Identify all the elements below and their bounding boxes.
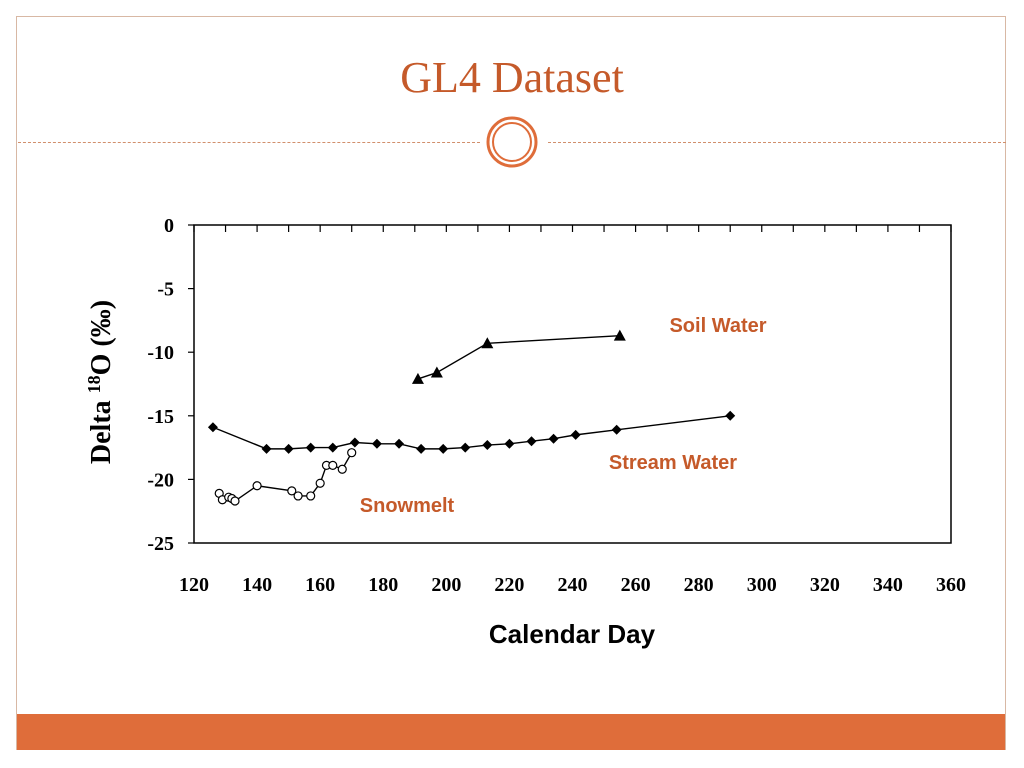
footer-bar — [17, 714, 1005, 750]
series-snowmelt — [214, 448, 357, 506]
data-point — [570, 429, 581, 440]
y-axis-label-sup: 18 — [84, 375, 104, 393]
y-axis-label-suffix: O (‰) — [86, 300, 117, 375]
data-point — [306, 491, 316, 501]
data-point — [305, 442, 316, 453]
x-axis-label: Calendar Day — [489, 619, 656, 649]
data-point — [337, 464, 347, 474]
title-rule-right — [548, 142, 1006, 143]
ring-ornament-icon — [486, 116, 538, 168]
series-line — [212, 415, 731, 450]
x-tick-label: 260 — [621, 574, 651, 596]
data-point — [230, 496, 240, 506]
y-tick-label: -5 — [157, 279, 174, 301]
y-axis-label: Delta 18O (‰) — [84, 300, 117, 464]
series-label: Snowmelt — [360, 495, 455, 517]
y-tick-label: 0 — [164, 215, 174, 237]
data-point — [327, 442, 338, 453]
x-tick-label: 360 — [936, 574, 966, 596]
data-point — [207, 422, 218, 433]
data-point — [394, 438, 405, 449]
data-point — [293, 491, 303, 501]
series-soil-water — [411, 329, 626, 384]
x-tick-label: 140 — [242, 574, 272, 596]
series-label: Soil Water — [669, 315, 766, 337]
x-tick-label: 240 — [558, 574, 588, 596]
data-point — [287, 486, 297, 496]
data-point — [481, 337, 494, 349]
y-tick-label: -25 — [147, 533, 174, 555]
x-tick-label: 300 — [747, 574, 777, 596]
title-rule-left — [18, 142, 480, 143]
y-tick-label: -10 — [147, 342, 174, 364]
data-point — [252, 481, 262, 491]
data-point — [430, 366, 443, 378]
x-tick-label: 120 — [179, 574, 209, 596]
x-tick-label: 160 — [305, 574, 335, 596]
x-tick-label: 200 — [431, 574, 461, 596]
data-point — [347, 448, 357, 458]
data-point — [349, 437, 360, 448]
series-label: Stream Water — [609, 452, 737, 474]
x-tick-label: 320 — [810, 574, 840, 596]
data-point — [371, 438, 382, 449]
series-layer — [207, 329, 736, 506]
data-point — [328, 460, 338, 471]
x-tick-label: 220 — [494, 574, 524, 596]
y-tick-label: -15 — [147, 406, 174, 428]
plot-area: 120 140 160 180 200 220 240 260 280 300 320 340 360 0… — [147, 215, 966, 596]
data-point — [526, 436, 537, 447]
data-point — [482, 440, 493, 451]
data-point — [411, 372, 424, 384]
x-tick-label: 280 — [684, 574, 714, 596]
y-tick-label: -20 — [147, 469, 174, 491]
data-point — [460, 442, 471, 453]
slide-title: GL4 Dataset — [400, 53, 624, 102]
series-line — [218, 452, 353, 502]
data-point — [438, 443, 449, 454]
data-point — [315, 478, 325, 488]
data-point — [283, 443, 294, 454]
data-point — [613, 329, 626, 341]
series-labels: Soil Water Stream Water Snowmelt — [360, 315, 767, 517]
data-point — [725, 410, 736, 421]
chart: 120 140 160 180 200 220 240 260 280 300 320 340 360 0… — [84, 215, 966, 649]
x-tick-label: 340 — [873, 574, 903, 596]
data-point — [548, 433, 559, 444]
data-point — [611, 424, 622, 435]
data-point — [416, 443, 427, 454]
data-point — [261, 443, 272, 454]
series-stream-water — [207, 410, 736, 454]
data-point — [504, 438, 515, 449]
x-tick-label: 180 — [368, 574, 398, 596]
series-line — [417, 334, 620, 380]
slide-frame — [16, 16, 1006, 750]
y-axis-label-prefix: Delta — [86, 393, 117, 464]
